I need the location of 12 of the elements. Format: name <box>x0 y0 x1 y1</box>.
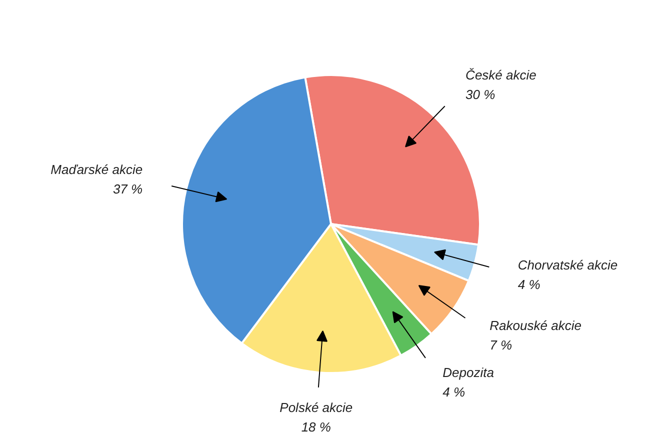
data-label: 37 % <box>112 181 143 196</box>
slice-label: Rakouské akcie <box>490 318 582 333</box>
data-label: 4 % <box>442 384 466 400</box>
slice-label: Polské akcie <box>280 400 353 415</box>
data-label: 7 % <box>490 337 512 352</box>
slice-label: Maďarské akcie <box>50 162 143 177</box>
data-label: 30 % <box>466 86 496 102</box>
slice-label: České akcie <box>466 67 536 82</box>
slice-label: Chorvatské akcie <box>518 258 618 273</box>
data-label: 4 % <box>518 276 540 292</box>
data-label: 18 % <box>301 419 331 434</box>
slice-label: Depozita <box>442 365 494 380</box>
